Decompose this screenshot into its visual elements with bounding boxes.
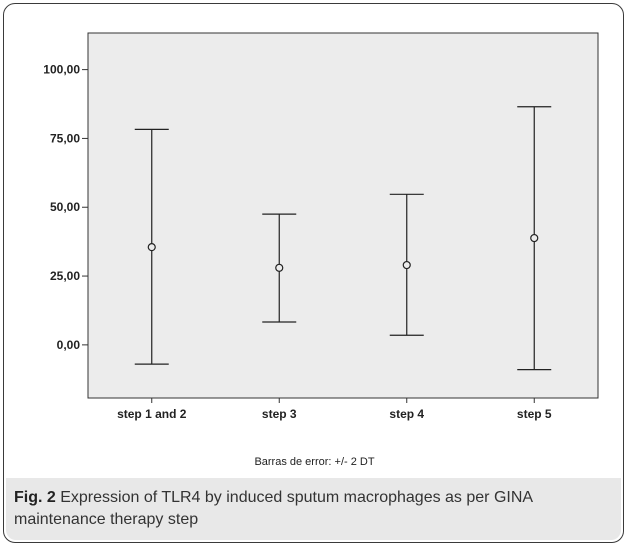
y-tick-label: 75,00 <box>50 131 80 145</box>
y-tick-label: 100,00 <box>43 63 80 77</box>
error-bars <box>134 106 552 371</box>
y-tick-label: 25,00 <box>50 269 80 283</box>
error-bar <box>134 128 169 365</box>
figure-caption: Fig. 2 Expression of TLR4 by induced spu… <box>14 487 614 531</box>
mean-marker <box>402 260 411 270</box>
mean-marker <box>275 263 284 272</box>
caption-box <box>6 478 621 540</box>
y-tick-label: 0,00 <box>57 338 81 352</box>
caption-text: Expression of TLR4 by induced sputum mac… <box>14 489 533 528</box>
x-axis: step 1 and 2 step 3 step 4 step 5 <box>117 398 552 421</box>
x-tick-label: step 3 <box>262 407 297 421</box>
plot-area <box>87 32 599 399</box>
mean-marker <box>147 243 156 252</box>
x-tick-label: step 1 and 2 <box>117 407 187 421</box>
y-axis: 100,00 75,00 50,00 25,00 0,00 <box>43 63 88 352</box>
error-bar <box>517 106 552 371</box>
x-tick-label: step 4 <box>389 407 424 421</box>
chart-footnote: Barras de error: +/- 2 DT <box>254 456 375 468</box>
error-bar <box>389 193 424 336</box>
mean-marker <box>530 233 539 243</box>
x-tick-label: step 5 <box>517 407 552 421</box>
caption-label: Fig. 2 <box>14 489 56 506</box>
y-tick-label: 50,00 <box>50 200 80 214</box>
error-bar <box>262 213 297 323</box>
